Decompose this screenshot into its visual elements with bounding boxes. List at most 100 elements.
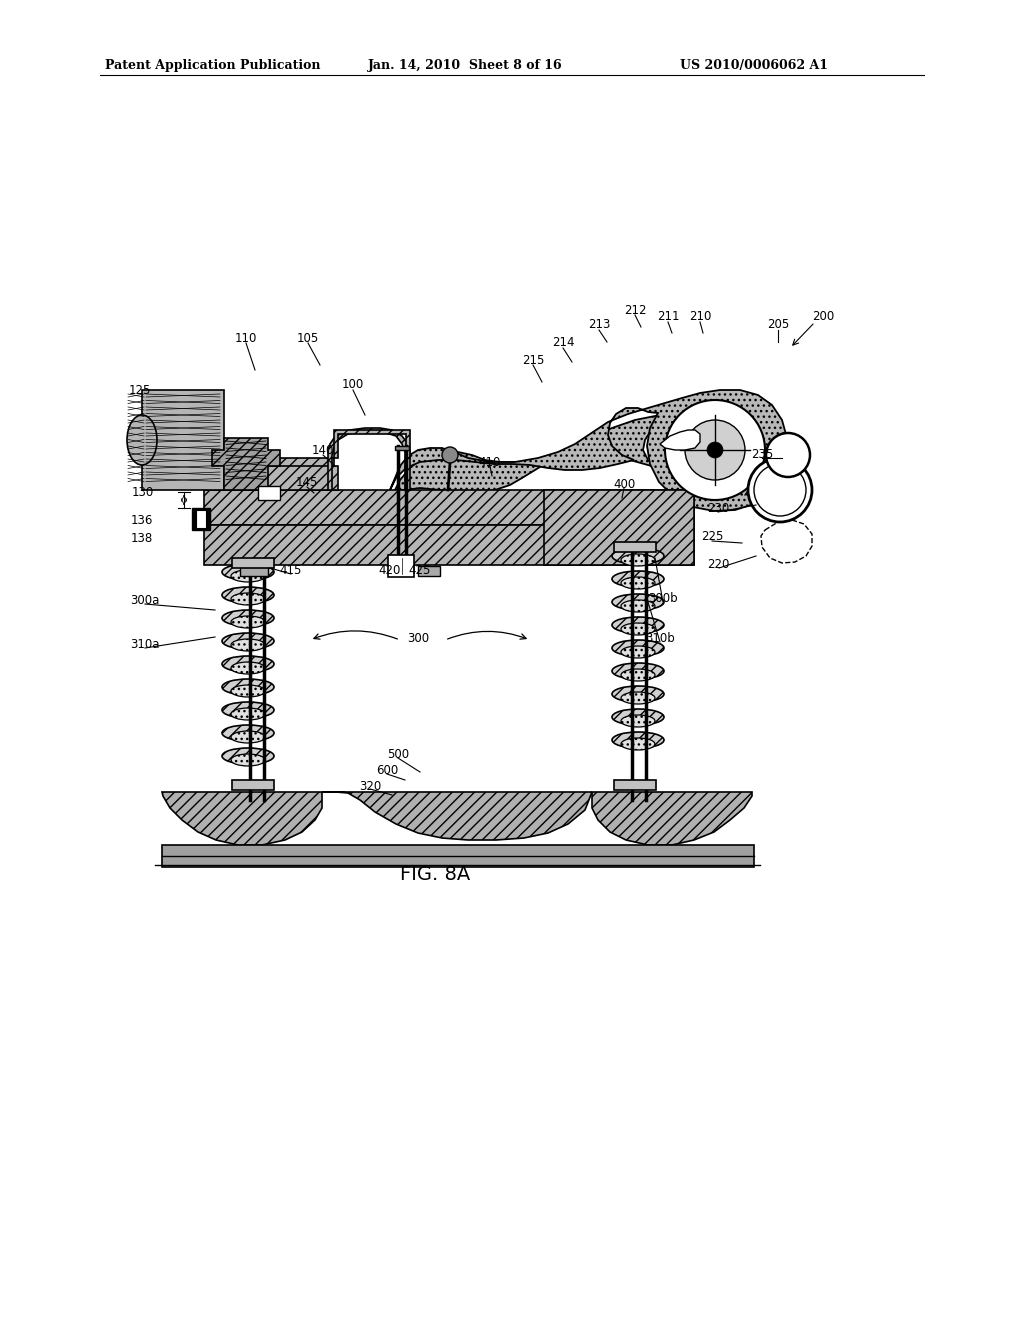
Text: 105: 105 [297, 331, 319, 345]
Circle shape [754, 465, 806, 516]
Bar [614, 543, 656, 552]
Circle shape [748, 458, 812, 521]
Bar [196, 510, 206, 528]
Text: 215: 215 [522, 354, 544, 367]
Ellipse shape [222, 678, 274, 696]
Circle shape [665, 400, 765, 500]
Ellipse shape [222, 725, 274, 741]
Text: 235: 235 [751, 449, 773, 462]
Circle shape [442, 447, 458, 463]
Text: Jan. 14, 2010  Sheet 8 of 16: Jan. 14, 2010 Sheet 8 of 16 [368, 58, 562, 71]
Text: 210: 210 [689, 310, 712, 323]
Bar [162, 845, 754, 867]
Ellipse shape [231, 570, 265, 582]
Text: US 2010/0006062 A1: US 2010/0006062 A1 [680, 58, 828, 71]
Bar [142, 389, 224, 490]
Text: FIG. 8A: FIG. 8A [400, 866, 470, 884]
Polygon shape [322, 792, 592, 840]
Ellipse shape [222, 610, 274, 626]
Ellipse shape [621, 669, 655, 681]
Ellipse shape [621, 623, 655, 635]
Ellipse shape [612, 733, 664, 748]
Ellipse shape [222, 634, 274, 649]
Ellipse shape [222, 587, 274, 603]
Polygon shape [592, 792, 752, 845]
Bar [614, 780, 656, 789]
Text: 214: 214 [552, 337, 574, 350]
Text: 600: 600 [376, 763, 398, 776]
Ellipse shape [621, 577, 655, 589]
Text: 140: 140 [312, 444, 334, 457]
Text: 212: 212 [624, 304, 646, 317]
Text: 300a: 300a [130, 594, 160, 606]
Text: 130: 130 [132, 487, 155, 499]
Polygon shape [334, 430, 410, 458]
Ellipse shape [621, 645, 655, 657]
Ellipse shape [231, 754, 265, 766]
Bar [204, 525, 694, 565]
Ellipse shape [231, 685, 265, 697]
Ellipse shape [621, 738, 655, 750]
Text: 415: 415 [280, 564, 302, 577]
Bar [232, 558, 274, 568]
Text: 500: 500 [387, 748, 409, 762]
Ellipse shape [231, 593, 265, 605]
Polygon shape [390, 389, 787, 511]
Text: 225: 225 [700, 531, 723, 544]
Ellipse shape [222, 656, 274, 672]
Ellipse shape [612, 616, 664, 634]
Text: 420: 420 [379, 564, 401, 577]
Bar [193, 508, 210, 531]
Bar [388, 554, 414, 577]
Ellipse shape [231, 731, 265, 743]
Bar [204, 490, 694, 525]
Polygon shape [162, 792, 322, 845]
Ellipse shape [621, 554, 655, 566]
Polygon shape [212, 438, 280, 490]
Ellipse shape [612, 594, 664, 610]
Polygon shape [660, 430, 700, 450]
Bar [544, 490, 694, 565]
Bar [418, 566, 440, 576]
Text: 320: 320 [358, 780, 381, 792]
Text: 400: 400 [613, 478, 635, 491]
Circle shape [707, 442, 723, 458]
Text: 100: 100 [342, 379, 365, 392]
Bar [258, 466, 338, 490]
Text: 125: 125 [129, 384, 152, 396]
Text: 310b: 310b [645, 631, 675, 644]
Text: 145: 145 [296, 477, 318, 490]
Text: 300b: 300b [648, 591, 678, 605]
Text: 425: 425 [409, 564, 431, 577]
Ellipse shape [621, 715, 655, 727]
Ellipse shape [621, 692, 655, 704]
Circle shape [685, 420, 745, 480]
Text: 136: 136 [131, 515, 154, 528]
Text: 200: 200 [812, 309, 835, 322]
Text: 205: 205 [767, 318, 790, 331]
Bar [204, 458, 334, 490]
Text: 213: 213 [588, 318, 610, 331]
Text: 220: 220 [707, 558, 729, 572]
Ellipse shape [222, 748, 274, 764]
Text: 310a: 310a [130, 639, 160, 652]
Bar [232, 780, 274, 789]
Ellipse shape [612, 640, 664, 656]
Polygon shape [328, 428, 410, 490]
Text: Patent Application Publication: Patent Application Publication [105, 58, 321, 71]
Ellipse shape [222, 564, 274, 579]
Ellipse shape [231, 663, 265, 675]
Text: 410: 410 [479, 455, 501, 469]
Circle shape [766, 433, 810, 477]
Polygon shape [761, 520, 812, 564]
Bar [240, 566, 268, 576]
Text: 110: 110 [234, 331, 257, 345]
Ellipse shape [127, 414, 157, 465]
Polygon shape [395, 407, 775, 492]
Ellipse shape [612, 548, 664, 564]
Ellipse shape [222, 702, 274, 718]
Ellipse shape [612, 663, 664, 678]
Text: 138: 138 [131, 532, 154, 544]
Ellipse shape [231, 708, 265, 719]
Bar [258, 486, 280, 500]
